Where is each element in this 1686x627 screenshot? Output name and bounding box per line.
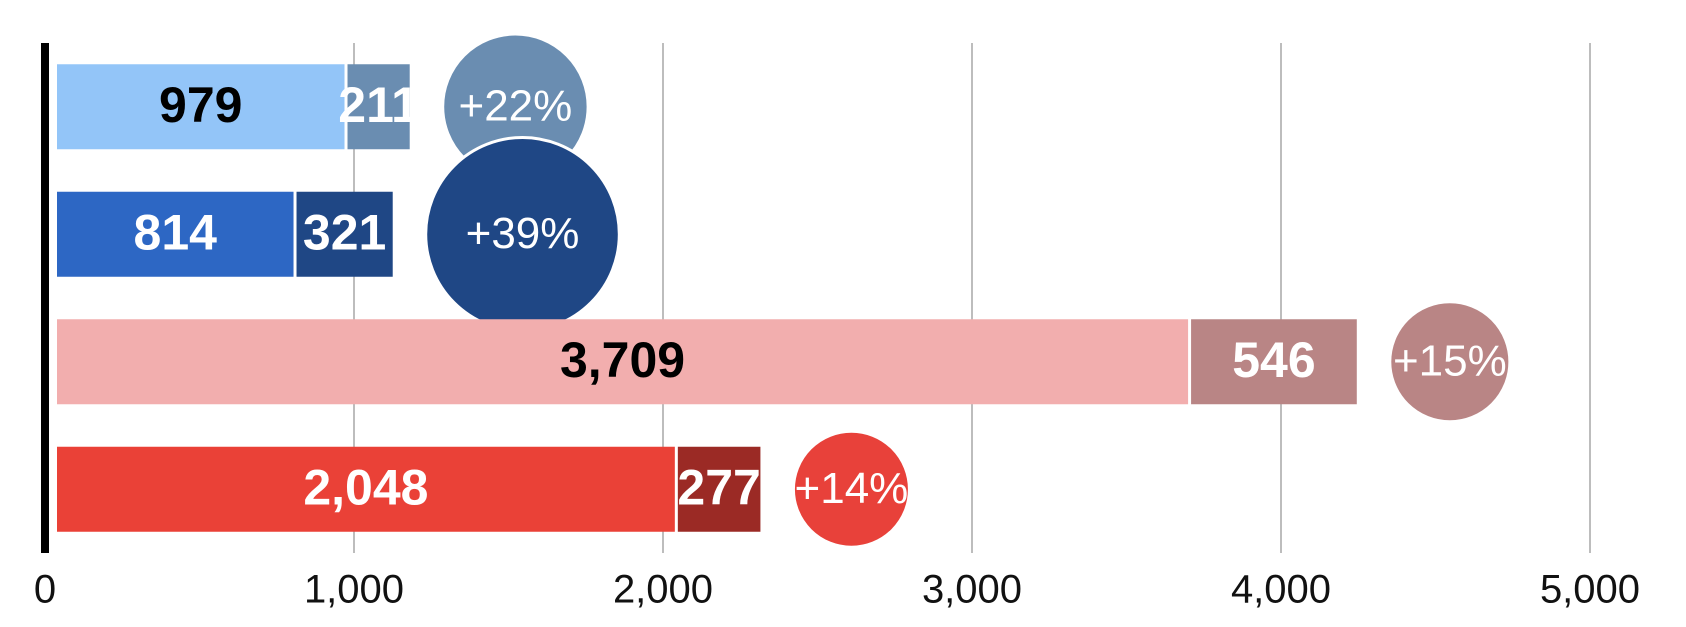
bubble [1388,300,1512,424]
bar-label: 277 [677,459,760,515]
bar-label: 321 [303,204,386,260]
bubble [791,429,911,549]
bar-label: 979 [159,77,242,133]
bar-segment [1191,319,1357,405]
bar-segment [57,191,294,277]
bar-segment [57,319,1189,405]
bar-segment [57,446,675,532]
bar-segment [57,64,345,150]
bar-label: 546 [1232,332,1315,388]
bar-segment [347,64,410,150]
x-tick-label: 0 [34,568,56,612]
x-tick-label: 1,000 [304,568,404,612]
bar-label: 211 [338,77,419,133]
x-tick-label: 4,000 [1231,568,1331,612]
x-tick-label: 2,000 [613,568,713,612]
bar-label: 2,048 [303,459,428,515]
bar-label: 814 [134,204,218,260]
bar-label: 3,709 [560,332,685,388]
x-tick-label: 5,000 [1540,568,1640,612]
bubble-label: +15% [1393,336,1507,385]
bubble-label: +22% [459,81,573,130]
x-tick-label: 3,000 [922,568,1022,612]
bubble-label: +14% [795,464,909,513]
bar-segment [677,446,761,532]
bar-segment [296,191,393,277]
bubble-label: +39% [466,209,580,258]
